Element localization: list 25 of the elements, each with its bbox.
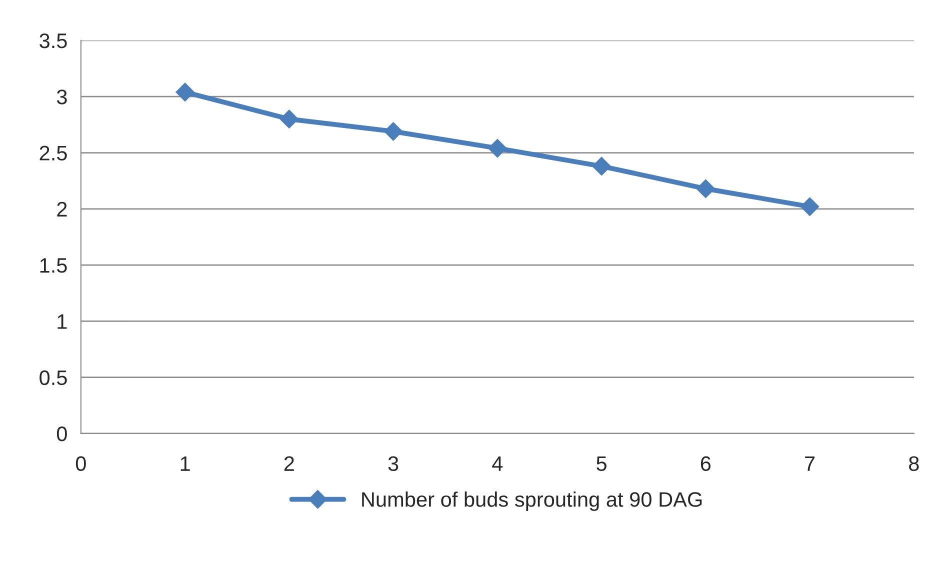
y-tick-label: 1	[58, 314, 67, 329]
x-tick-label: 1	[180, 456, 190, 471]
x-tick-label: 3	[388, 456, 398, 472]
x-tick-label: 0	[76, 456, 86, 472]
x-tick-label: 8	[909, 456, 919, 472]
point	[280, 110, 299, 128]
y-tick-label: 0	[56, 426, 67, 442]
y-tick-label: 1.5	[40, 258, 67, 273]
x-tick-label: 5	[596, 456, 606, 472]
point	[800, 197, 820, 216]
point	[488, 138, 507, 158]
point	[384, 122, 403, 141]
x-tick-label: 7	[805, 456, 815, 471]
y-tick-label: 3.5	[40, 33, 67, 48]
point	[696, 179, 716, 198]
x-tick-label: 6	[700, 456, 711, 472]
y-tick-label: 2	[57, 202, 67, 216]
point	[176, 82, 194, 102]
y-tick-label: 0.5	[40, 370, 67, 386]
point	[592, 156, 611, 176]
x-tick-label: 4	[492, 456, 503, 471]
x-tick-label: 2	[284, 456, 294, 471]
y-tick-label: 3	[56, 90, 67, 104]
y-tick-label: 2.5	[40, 146, 67, 161]
legend-label: Number of buds sprouting at 90 DAG	[362, 492, 702, 511]
